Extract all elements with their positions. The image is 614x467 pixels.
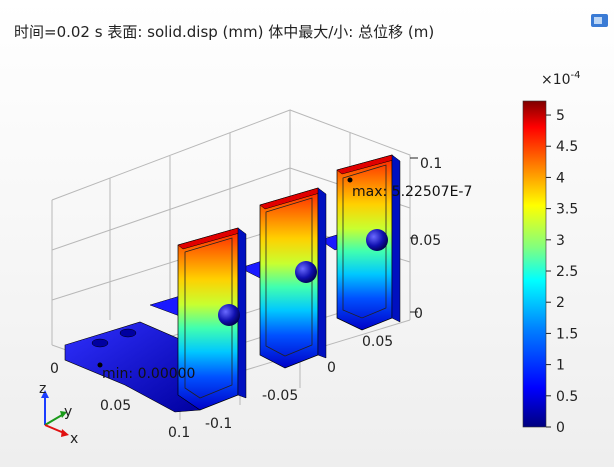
y-tick-label: -0.05 [262, 388, 298, 404]
colorbar-tick-label: 3.5 [556, 202, 578, 218]
y-tick-label: 0 [327, 360, 336, 376]
z-tick-label: 0 [414, 306, 423, 322]
colorbar-tick-label: 4 [556, 170, 565, 186]
y-tick-label: 0.05 [362, 334, 393, 350]
colorbar-tick-label: 3 [556, 233, 565, 249]
bolt-icon [218, 304, 240, 326]
axis-triad: z y x [39, 381, 78, 447]
triad-z-label: z [39, 381, 46, 397]
view-toggle-icon[interactable] [590, 12, 610, 30]
colorbar-tick-label: 4.5 [556, 139, 578, 155]
bracket-plate-3 [336, 154, 401, 331]
y-tick-label: -0.1 [205, 416, 232, 432]
x-axis-ticks: 0 0.05 0.1 [50, 361, 190, 441]
max-label: max: 5.22507E-7 [352, 184, 472, 200]
color-legend: ×10-4 5 4.5 4 3.5 3 2.5 2 1.5 1 0.5 0 [522, 70, 581, 436]
z-tick-label: 0.1 [420, 156, 442, 172]
y-arrow-icon [44, 414, 63, 426]
bracket-plate-1 [177, 227, 247, 411]
x-arrow-icon [44, 424, 65, 434]
colorbar-tick-label: 1 [556, 358, 565, 374]
colorbar-tick-label: 0.5 [556, 389, 578, 405]
colorbar-gradient [522, 100, 547, 428]
colorbar-tick-label: 0 [556, 420, 565, 436]
triad-x-label: x [70, 431, 78, 447]
z-tick-label: 0.05 [410, 233, 441, 249]
bolt-icon [366, 229, 388, 251]
y-axis-ticks: 0.05 0 -0.05 -0.1 [205, 334, 393, 432]
triad-y-label: y [64, 404, 72, 420]
colorbar-tick-label: 5 [556, 108, 565, 124]
bolt-icon [295, 261, 317, 283]
min-label: min: 0.00000 [102, 366, 195, 382]
colorbar-tick-label: 2 [556, 295, 565, 311]
x-tick-label: 0 [50, 361, 59, 377]
colorbar-exponent: ×10-4 [541, 70, 581, 88]
x-tick-label: 0.1 [168, 425, 190, 441]
colorbar-tick-label: 1.5 [556, 326, 578, 342]
max-marker [347, 177, 353, 183]
x-tick-label: 0.05 [100, 398, 131, 414]
z-axis-ticks: 0.1 0.05 0 [410, 156, 442, 322]
plot-title: 时间=0.02 s 表面: solid.disp (mm) 体中最大/小: 总位… [14, 23, 435, 41]
min-marker [97, 362, 103, 368]
colorbar-tick-label: 2.5 [556, 264, 578, 280]
bracket-plate-2 [259, 187, 327, 369]
